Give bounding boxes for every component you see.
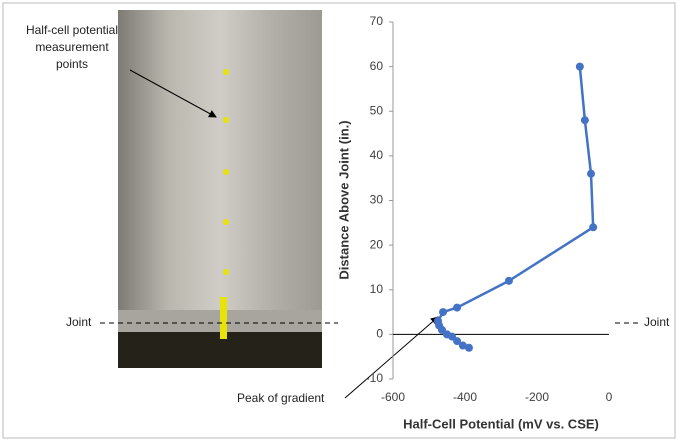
point xyxy=(575,62,584,71)
point xyxy=(453,303,462,312)
y-tick-label: 20 xyxy=(370,237,384,251)
x-tick-label: -200 xyxy=(525,390,549,404)
point xyxy=(589,223,598,232)
annotation: Half-cell potential measurement points xyxy=(25,23,119,71)
arrow xyxy=(129,69,217,118)
series-line xyxy=(436,66,595,349)
x-tick-label: -400 xyxy=(453,390,477,404)
x-tick-label: -600 xyxy=(381,390,405,404)
y-tick-label: 30 xyxy=(370,193,384,207)
point xyxy=(453,337,462,346)
point xyxy=(439,308,448,317)
x-tick-label: 0 xyxy=(606,390,613,404)
point xyxy=(580,116,589,125)
x-axis-title: Half-Cell Potential (mV vs. CSE) xyxy=(403,416,599,431)
photo xyxy=(118,10,322,368)
y-tick-label: 0 xyxy=(376,327,383,341)
y-tick-label: 70 xyxy=(370,14,384,28)
y-tick-label: -10 xyxy=(366,371,384,385)
annotation: Joint xyxy=(644,315,670,329)
arrow xyxy=(344,316,439,399)
point xyxy=(587,169,595,178)
annotation: Joint xyxy=(66,315,92,329)
y-tick-label: 60 xyxy=(370,59,384,73)
point xyxy=(504,276,513,285)
y-tick-label: 50 xyxy=(370,103,384,117)
point xyxy=(464,343,473,352)
annotation: Peak of gradient xyxy=(237,391,325,405)
y-tick-label: 40 xyxy=(370,148,384,162)
y-axis-title: Distance Above Joint (in.) xyxy=(336,120,351,279)
y-tick-label: 10 xyxy=(370,282,384,296)
point xyxy=(458,341,467,350)
